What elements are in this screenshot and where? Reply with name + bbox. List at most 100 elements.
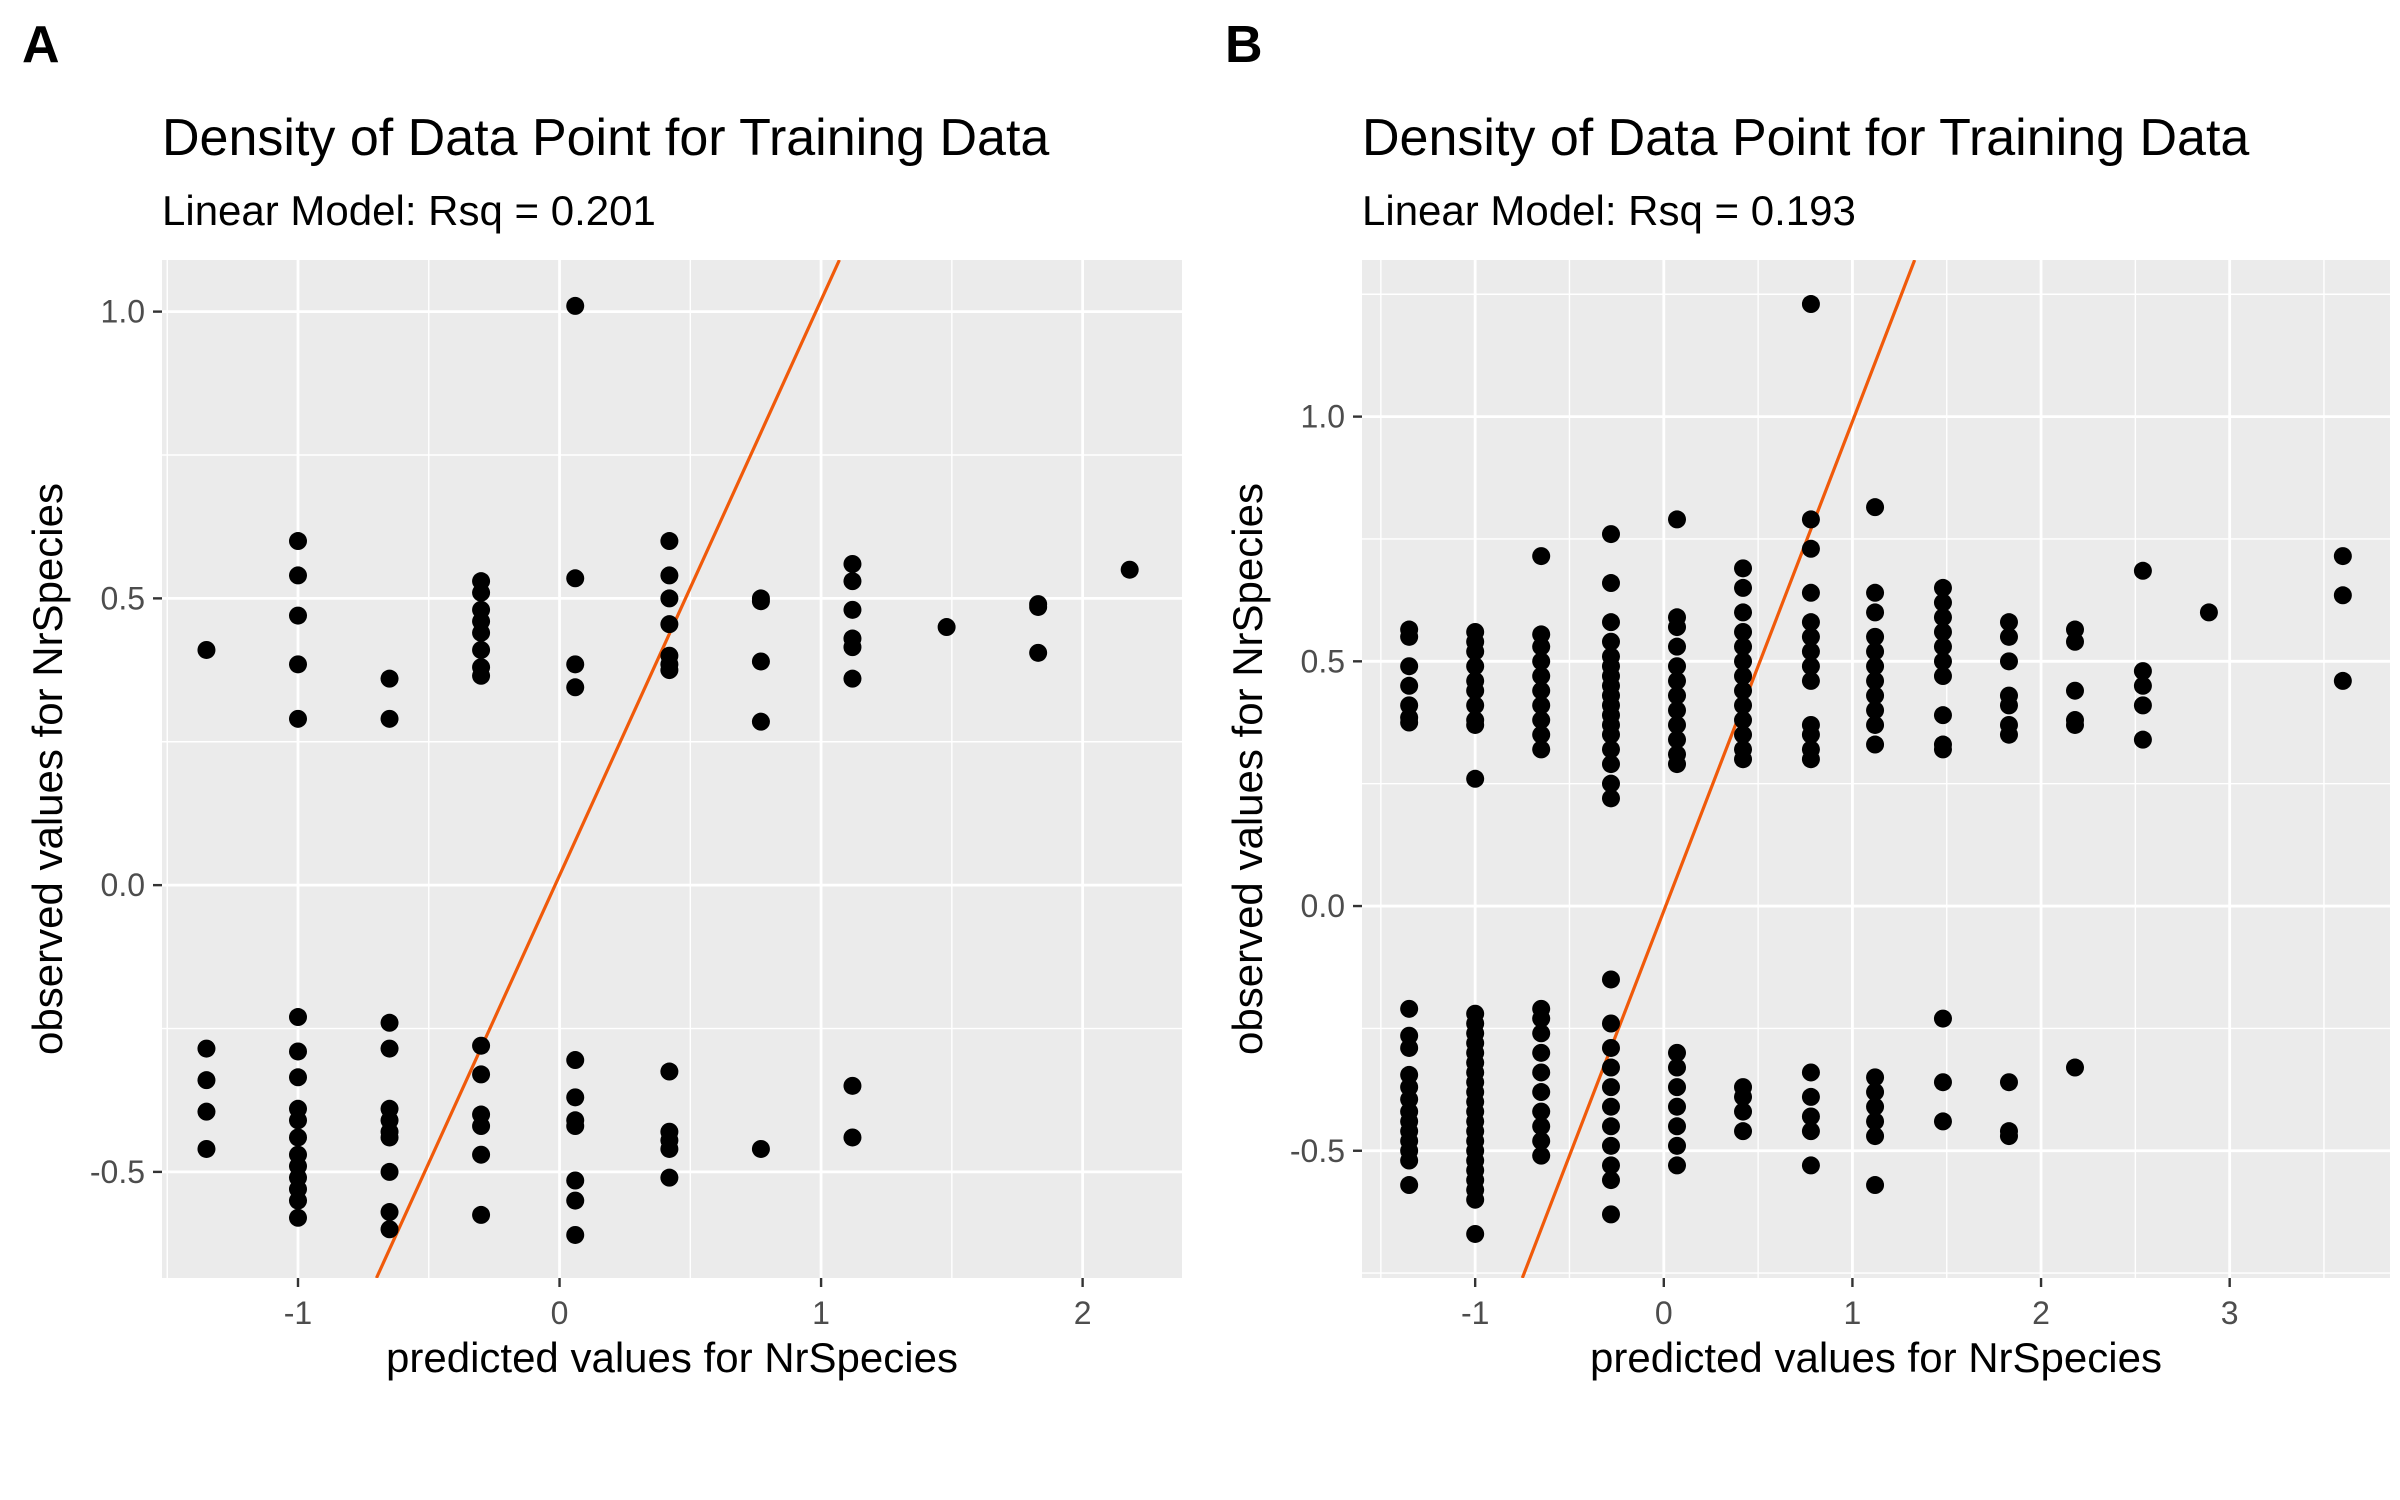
panel-b-data-point	[1801, 510, 1820, 529]
panel-a-data-point	[843, 1128, 862, 1147]
panel-b-data-point	[1866, 735, 1885, 754]
panel-b-data-point	[1866, 498, 1885, 517]
panel-b-data-point	[1668, 1058, 1687, 1077]
panel-a-data-point	[566, 296, 585, 315]
panel-a-data-point	[751, 652, 770, 671]
panel-a-data-point	[843, 600, 862, 619]
panel-b-data-point	[1866, 671, 1885, 690]
panel-a-data-point	[566, 1088, 585, 1107]
panel-b-data-point	[1734, 750, 1753, 769]
panel-b-data-point	[1532, 637, 1551, 656]
panel-b-data-point	[1601, 525, 1620, 544]
panel-b-data-point	[1601, 1097, 1620, 1116]
panel-b-data-point	[1734, 578, 1753, 597]
panel-a-data-point	[472, 1145, 491, 1164]
panel-b-data-point	[1668, 657, 1687, 676]
panel-b-data-point	[1400, 676, 1419, 695]
panel-a: A Density of Data Point for Training Dat…	[22, 16, 1182, 1381]
panel-a-data-point	[751, 712, 770, 731]
panel-b-data-point	[1734, 603, 1753, 622]
panel-b-data-point	[1532, 652, 1551, 671]
panel-b-data-point	[1532, 1146, 1551, 1165]
panel-a-subtitle: Linear Model: Rsq = 0.201	[162, 187, 656, 234]
panel-b-data-point	[1801, 583, 1820, 602]
panel-b-data-point	[1734, 559, 1753, 578]
panel-a-data-point	[566, 1051, 585, 1070]
panel-b-data-point	[1801, 1107, 1820, 1126]
panel-a-data-point	[1029, 643, 1048, 662]
panel-b-data-point	[1532, 1024, 1551, 1043]
panel-b-data-point	[1866, 603, 1885, 622]
panel-b-data-point	[1668, 1156, 1687, 1175]
panel-b-data-point	[1668, 637, 1687, 656]
panel-a-data-point	[660, 661, 679, 680]
panel-b-data-point	[1866, 1112, 1885, 1131]
panel-b-data-point	[1734, 1122, 1753, 1141]
panel-b-data-point	[1601, 774, 1620, 793]
panel-b-data-point	[1933, 578, 1952, 597]
panel-a-fit-line	[375, 260, 841, 1278]
panel-b-data-point	[1601, 1117, 1620, 1136]
panel-a-data-point	[289, 606, 307, 625]
panel-b-data-point	[1601, 632, 1620, 651]
panel-b-data-point	[1400, 657, 1419, 676]
panel-b-data-point	[1601, 725, 1620, 744]
panel-b-data-point	[1933, 608, 1952, 627]
panel-b-data-point	[1933, 1112, 1952, 1131]
panel-a-data-point	[751, 592, 770, 611]
panel-b-data-point	[1532, 1043, 1551, 1062]
panel-b-data-point	[1933, 667, 1952, 686]
panel-b-data-point	[1999, 627, 2018, 646]
panel-a-y-tick-label: 0.5	[101, 580, 145, 616]
panel-a-points	[197, 296, 1139, 1244]
panel-b-data-point	[1601, 1014, 1620, 1033]
panel-b-data-point	[1734, 637, 1753, 656]
panel-a-data-point	[289, 1042, 307, 1061]
panel-b-data-point	[1734, 1087, 1753, 1106]
panel-b-data-point	[1532, 1131, 1551, 1150]
panel-b-data-point	[1866, 701, 1885, 720]
panel-b-data-point	[1933, 637, 1952, 656]
panel-b-data-point	[1866, 1097, 1885, 1116]
panel-b-data-point	[2065, 1058, 2084, 1077]
panel-b-data-point	[1801, 1063, 1820, 1082]
panel-b-data-point	[1400, 627, 1419, 646]
panel-b-data-point	[1734, 1102, 1753, 1121]
panel-a-data-point	[289, 566, 307, 585]
panel-a-data-point	[843, 1076, 862, 1095]
panel-a-data-point	[843, 638, 862, 657]
panel-b-data-point	[1466, 769, 1485, 788]
panel-a-label: A	[22, 16, 60, 74]
panel-b-data-point	[2133, 696, 2152, 715]
panel-b-data-point	[1668, 1117, 1687, 1136]
panel-b-data-point	[1466, 657, 1485, 676]
panel-a-x-tick-label: 0	[551, 1295, 569, 1331]
panel-b-data-point	[1668, 1078, 1687, 1097]
panel-b-data-point	[1532, 667, 1551, 686]
panel-b-data-point	[1668, 1097, 1687, 1116]
panel-b-ticks: -1 0 1 2 3 -0.5 0.0 0.5 1.0	[1290, 399, 2239, 1331]
panel-b-y-tick-label: 0.5	[1301, 643, 1345, 679]
panel-b-data-point	[1532, 740, 1551, 759]
panel-b-data-point	[2133, 662, 2152, 681]
panel-b-label: B	[1225, 16, 1263, 74]
panel-b-data-point	[2333, 671, 2352, 690]
panel-b-data-point	[1999, 613, 2018, 632]
panel-b-x-tick-label: 0	[1655, 1295, 1673, 1331]
panel-b-data-point	[1866, 657, 1885, 676]
panel-a-data-point	[472, 1117, 491, 1136]
panel-b-data-point	[1734, 725, 1753, 744]
panel-a-data-point	[197, 1071, 216, 1090]
panel-b-data-point	[1866, 715, 1885, 734]
panel-a-data-point	[566, 655, 585, 674]
panel-a-y-tick-label: -0.5	[90, 1154, 145, 1190]
panel-a-data-point	[1029, 597, 1048, 616]
panel-a-data-point	[289, 1191, 307, 1210]
panel-b-data-point	[1601, 1078, 1620, 1097]
panel-a-data-point	[380, 1220, 399, 1239]
panel-a-y-tick-label: 0.0	[101, 867, 145, 903]
panel-b-data-point	[1734, 667, 1753, 686]
panel-a-data-point	[472, 640, 491, 659]
panel-b-x-tick-label: -1	[1461, 1295, 1489, 1331]
panel-b-data-point	[2133, 730, 2152, 749]
